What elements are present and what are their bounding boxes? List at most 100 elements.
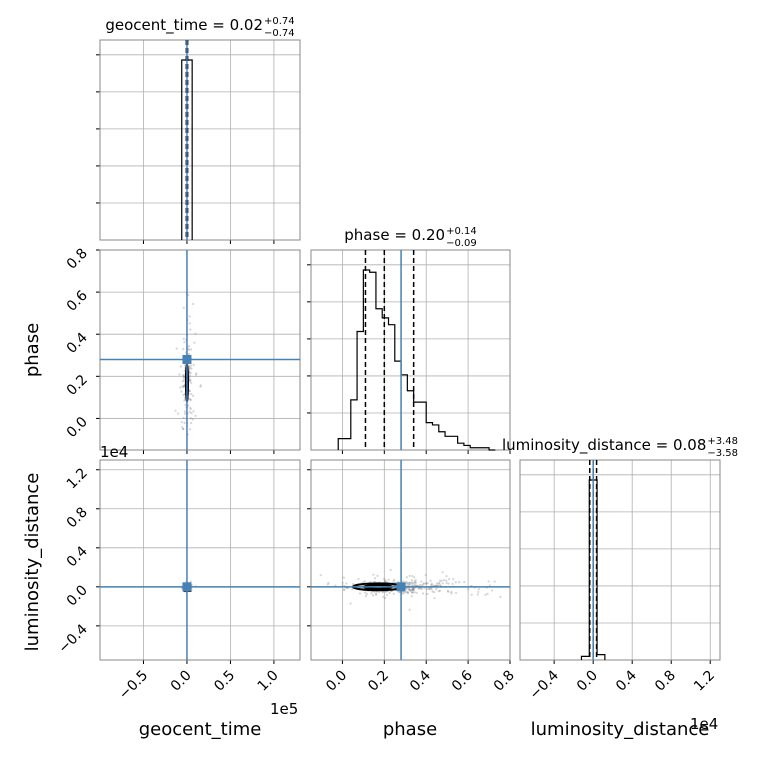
sample-point [476, 593, 479, 596]
sample-point [411, 581, 414, 584]
sample-point [392, 592, 395, 595]
sample-point [189, 580, 192, 583]
sample-point [407, 583, 410, 586]
sample-point [187, 347, 190, 350]
sample-point [183, 399, 186, 402]
sample-point [437, 582, 440, 585]
sample-point [408, 583, 411, 587]
sample-point [438, 589, 442, 592]
sample-point [341, 584, 344, 587]
sample-point [378, 590, 381, 594]
sample-point [405, 580, 408, 583]
sample-point [406, 591, 410, 594]
title-upper-error: +3.48 [707, 436, 738, 447]
sample-point [372, 594, 375, 597]
sample-point [357, 577, 360, 581]
x-tick-label: −0.5 [116, 668, 151, 703]
sample-point [447, 582, 450, 585]
x-axis-label: phase [383, 719, 437, 740]
sample-point [188, 374, 192, 377]
sample-point [425, 582, 428, 585]
sample-point [411, 587, 414, 590]
sample-point [426, 582, 429, 585]
truth-marker [182, 582, 192, 592]
2d-panel-phase-vs-geocent_time [96, 249, 301, 454]
x-tick-label: 0.0 [574, 668, 601, 695]
sample-point [189, 379, 192, 382]
sample-point [402, 580, 405, 583]
sample-point [188, 390, 191, 393]
sample-point [397, 591, 400, 594]
sample-point [182, 337, 185, 340]
sample-point [190, 381, 193, 384]
sample-point [393, 578, 396, 581]
sample-point [182, 378, 185, 381]
sample-point [187, 348, 191, 351]
sample-point [188, 352, 191, 356]
y-tick-label: 0.0 [64, 414, 91, 441]
sample-point [180, 587, 183, 590]
panel-title-geocent_time: geocent_time = 0.02 +0.74−0.74 [105, 16, 294, 39]
panel-title-phase: phase = 0.20 +0.14−0.09 [344, 226, 476, 249]
panel-border [310, 249, 511, 451]
sample-point [410, 591, 413, 594]
sample-point [441, 582, 444, 585]
sample-point [187, 344, 191, 348]
sample-point [458, 581, 461, 584]
sample-point [418, 587, 421, 590]
sample-point [182, 347, 185, 351]
sample-point [446, 589, 449, 593]
sample-point [447, 590, 450, 593]
truth-marker [182, 354, 192, 364]
sample-point [184, 403, 187, 406]
sample-point [440, 579, 443, 582]
sample-point [422, 582, 425, 586]
sample-point [189, 366, 192, 369]
sample-point [388, 591, 391, 595]
sample-point [419, 583, 422, 587]
sample-point [192, 394, 195, 397]
sample-point [405, 576, 408, 579]
sample-point [454, 581, 457, 584]
sample-point [441, 571, 444, 574]
x-axis-label: luminosity_distance [531, 719, 710, 740]
sample-point [189, 364, 193, 367]
sample-point [409, 589, 412, 592]
sample-point [180, 390, 183, 393]
panel-border [99, 249, 301, 451]
sample-point [433, 597, 436, 600]
sample-point [182, 428, 185, 431]
sample-point [180, 421, 183, 424]
sample-point [370, 592, 373, 595]
sample-point [411, 591, 414, 594]
sample-point [487, 580, 490, 583]
y-tick-label: 0.8 [64, 246, 91, 273]
sample-point [491, 589, 494, 592]
sample-point [327, 581, 330, 584]
sample-point [437, 590, 440, 593]
sample-point [189, 407, 192, 411]
sample-point [182, 427, 185, 431]
sample-point [376, 574, 379, 577]
sample-point [174, 409, 177, 412]
sample-point [192, 363, 195, 366]
sample-point [405, 582, 409, 585]
sample-point [421, 584, 424, 587]
sample-point [408, 588, 411, 591]
sample-point [188, 379, 191, 382]
sample-point [431, 590, 434, 593]
sample-point [448, 578, 451, 581]
sample-point [435, 588, 438, 591]
sample-point [430, 583, 433, 586]
sample-point [351, 582, 355, 586]
sample-point [383, 580, 386, 583]
sample-point [189, 328, 192, 331]
sample-points [319, 568, 502, 611]
sample-point [477, 590, 480, 593]
sample-point [176, 412, 180, 415]
sample-point [343, 588, 346, 592]
sample-point [411, 588, 414, 592]
sample-point [181, 426, 184, 429]
2d-panel-luminosity_distance-vs-geocent_time [96, 459, 301, 664]
sample-point [477, 587, 481, 591]
